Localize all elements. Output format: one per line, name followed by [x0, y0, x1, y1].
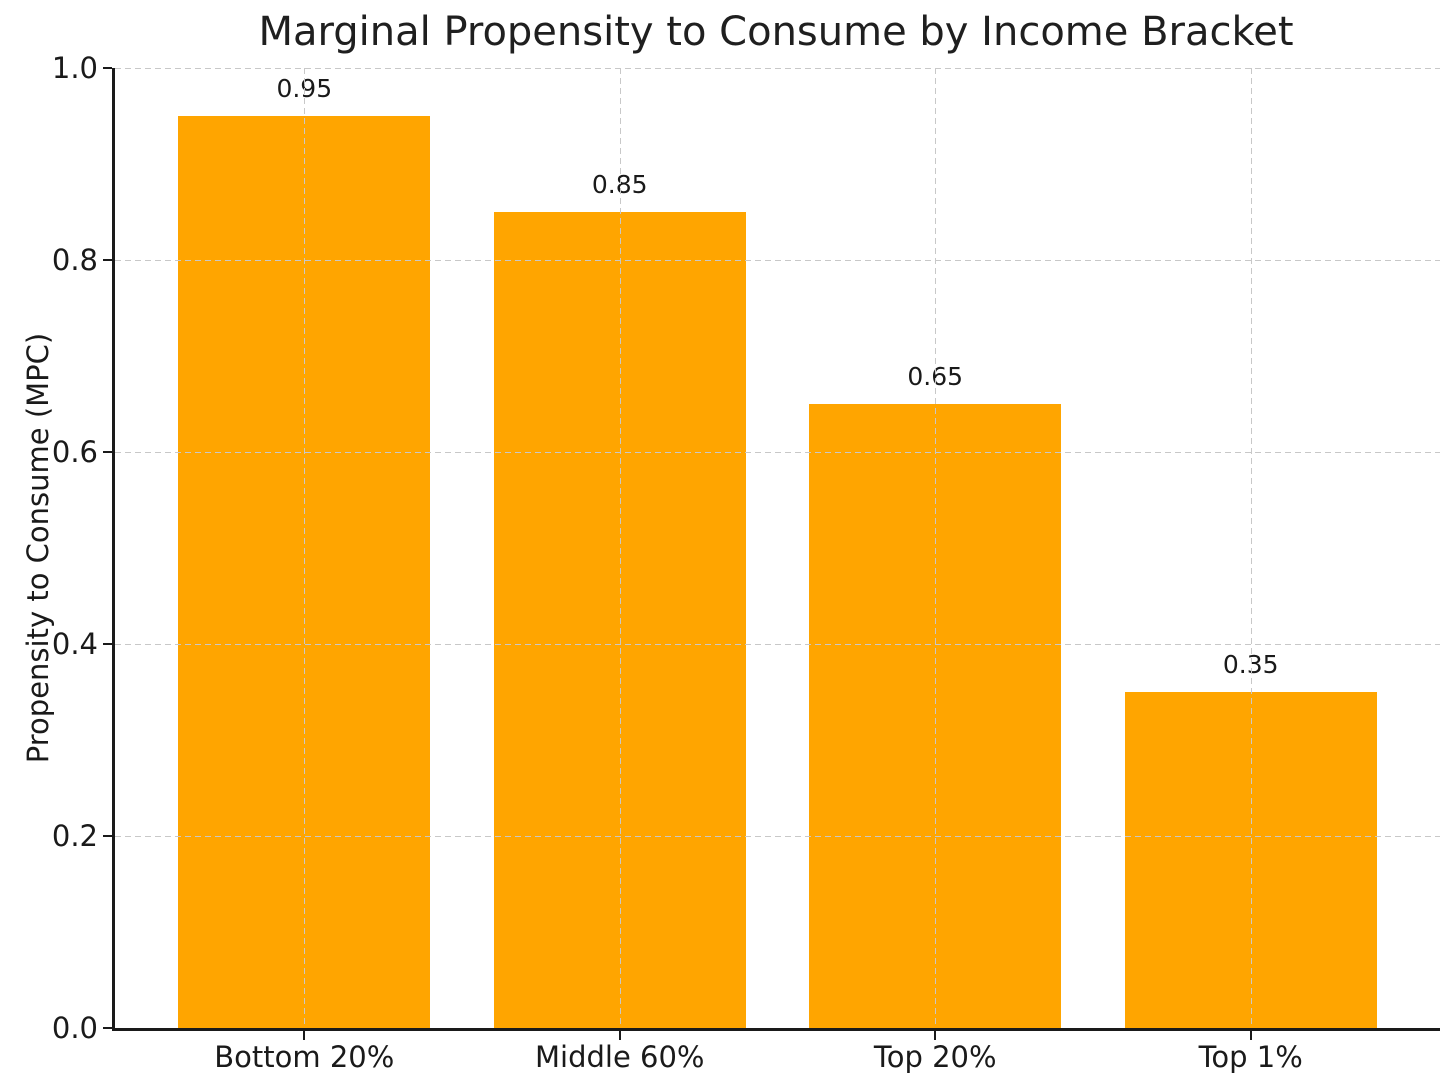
y-tick-mark: [103, 67, 112, 69]
plot-area: [112, 68, 1440, 1031]
x-tick-label: Bottom 20%: [214, 1040, 395, 1074]
v-gridline: [304, 68, 306, 1028]
y-tick-label: 0.8: [51, 243, 98, 277]
y-tick-mark: [103, 643, 112, 645]
h-gridline: [115, 452, 1440, 453]
bar-value-label: 0.65: [907, 362, 964, 391]
y-tick-label: 1.0: [51, 51, 98, 85]
y-tick-mark: [103, 835, 112, 837]
v-gridline: [619, 68, 621, 1028]
y-tick-label: 0.0: [51, 1011, 98, 1045]
h-gridline: [115, 68, 1440, 69]
h-gridline: [115, 260, 1440, 261]
h-gridline: [115, 644, 1440, 645]
bar-value-label: 0.35: [1222, 650, 1279, 679]
v-gridline: [1250, 68, 1252, 1028]
x-tick-label: Top 20%: [873, 1040, 997, 1074]
x-tick-mark: [934, 1031, 937, 1040]
x-tick-label: Top 1%: [1198, 1040, 1303, 1074]
v-gridline: [935, 68, 937, 1028]
y-tick-label: 0.2: [51, 819, 98, 853]
y-tick-label: 0.6: [51, 435, 98, 469]
bar-value-label: 0.85: [591, 170, 648, 199]
y-tick-mark: [103, 451, 112, 453]
x-tick-mark: [303, 1031, 306, 1040]
y-tick-label: 0.4: [51, 627, 98, 661]
chart-title: Marginal Propensity to Consume by Income…: [258, 9, 1294, 55]
y-tick-mark: [103, 1027, 112, 1029]
x-tick-mark: [1249, 1031, 1252, 1040]
h-gridline: [115, 836, 1440, 837]
x-tick-mark: [618, 1031, 621, 1040]
bar-value-label: 0.95: [276, 74, 333, 103]
y-axis-label: Propensity to Consume (MPC): [21, 332, 55, 764]
x-tick-label: Middle 60%: [535, 1040, 705, 1074]
y-tick-mark: [103, 259, 112, 261]
